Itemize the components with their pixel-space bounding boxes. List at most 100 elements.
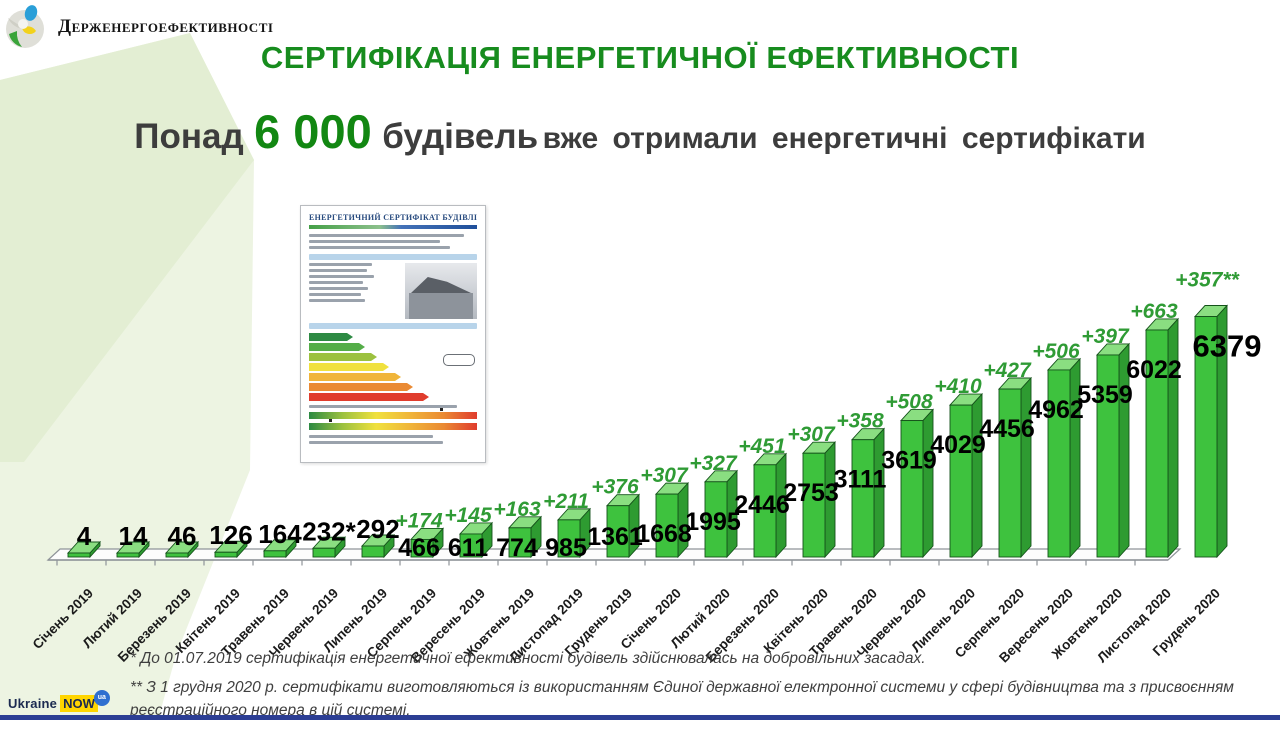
bar-Січень 2020	[654, 481, 690, 559]
bar-front-face	[606, 505, 630, 558]
bar-front-face	[410, 538, 434, 558]
certificate-gradient-rule	[309, 225, 477, 229]
certificate-data-table	[309, 263, 477, 319]
bar-delta-label: +163	[493, 498, 541, 521]
bar-front-face	[704, 481, 728, 558]
bar-front-face	[459, 533, 483, 558]
bar-delta-label: +427	[983, 359, 1032, 382]
bar-Квітень 2020	[801, 441, 837, 559]
bar-Червень 2019	[311, 536, 347, 559]
bar-Лютий 2019	[115, 540, 151, 559]
bar-front-face	[753, 464, 777, 558]
ua-circle-badge: ua	[93, 689, 110, 706]
footnotes: * До 01.07.2019 сертифікація енергетично…	[130, 648, 1250, 729]
bar-front-face	[1145, 329, 1169, 558]
bar-delta-label: +211	[543, 490, 589, 513]
bar-Жовтень 2019	[507, 515, 543, 559]
bar-value-label: 4	[77, 521, 92, 551]
bar-value-label: 4029	[930, 431, 986, 459]
certificate-scale-bar-2	[309, 419, 477, 430]
bar-value-label: 14	[119, 521, 148, 551]
bar-front-face	[557, 519, 581, 558]
agency-logo-icon	[6, 5, 44, 48]
bar-Грудень 2020	[1193, 304, 1229, 559]
bar-Жовтень 2020	[1095, 342, 1131, 559]
bar-delta-label: +376	[591, 476, 639, 499]
footnote-2: ** З 1 грудня 2020 р. сертифікати вигото…	[130, 679, 1234, 719]
bar-front-face	[900, 420, 924, 558]
bar-value-label: 774	[496, 534, 538, 562]
bar-Травень 2020	[850, 427, 886, 559]
bar-value-label: 3619	[881, 447, 937, 475]
bar-front-face	[655, 493, 679, 558]
subtitle: Понад 6 000 будівель вже отримали енерге…	[0, 104, 1280, 159]
bar-front-face	[165, 552, 189, 558]
page-title: СЕРТИФІКАЦІЯ ЕНЕРГЕТИЧНОЇ ЕФЕКТИВНОСТІ	[260, 40, 1020, 75]
bar-Серпень 2020	[997, 376, 1033, 559]
bar-Червень 2020	[899, 408, 935, 559]
bar-front-face	[361, 545, 385, 558]
bar-value-label: 4456	[979, 415, 1035, 443]
bar-delta-label: +506	[1032, 340, 1080, 363]
bar-Липень 2019	[360, 533, 396, 559]
bar-Липень 2020	[948, 392, 984, 559]
bar-value-label: 466	[398, 534, 440, 562]
bar-front-face	[214, 551, 238, 558]
bar-front-face	[802, 452, 826, 558]
bar-front-face	[312, 547, 336, 558]
bar-Вересень 2019	[458, 521, 494, 559]
agency-logo: Держенергоефективності	[6, 4, 273, 50]
bar-front-face	[1096, 354, 1120, 558]
bar-front-face	[949, 404, 973, 558]
bar-delta-label: +451	[738, 435, 785, 458]
bar-delta-label: +397	[1081, 325, 1130, 348]
agency-logo-text: Держенергоефективності	[58, 16, 274, 37]
certificate-class-indicator	[443, 354, 475, 366]
bar-front-face	[1194, 316, 1218, 558]
bottom-blue-bar	[0, 715, 1280, 720]
bar-front-face	[116, 552, 140, 558]
subtitle-highlight-number: 6 000	[254, 105, 372, 158]
bar-value-label: 1668	[636, 520, 692, 548]
footnote-1: * До 01.07.2019 сертифікація енергетично…	[130, 650, 926, 667]
certificate-scale-bar-1	[309, 408, 477, 419]
bar-Березень 2019	[164, 540, 200, 559]
bar-delta-label: +174	[395, 509, 443, 532]
bar-front-face	[67, 552, 91, 558]
bar-delta-label: +358	[836, 410, 884, 433]
bar-value-label: 4962	[1028, 396, 1084, 424]
bar-value-label: 126	[209, 520, 252, 550]
bar-value-label: 985	[545, 534, 587, 562]
subtitle-suffix: вже отримали енергетичні сертифікати	[542, 122, 1146, 155]
bar-value-label: 6022	[1126, 356, 1182, 384]
bar-delta-label: +663	[1130, 300, 1178, 323]
bar-value-label: 1995	[685, 508, 741, 536]
subtitle-middle: будівель	[382, 117, 539, 156]
bar-delta-label: +145	[444, 504, 492, 527]
ukraine-now-logo: Ukraine NOW ua	[8, 689, 110, 712]
bar-Травень 2019	[262, 538, 298, 559]
ukraine-now-badge: NOW	[60, 695, 98, 712]
bar-value-label: 232*	[302, 516, 356, 546]
bar-value-label: 3111	[834, 466, 887, 494]
bar-front-face	[998, 388, 1022, 558]
certificate-title: ЕНЕРГЕТИЧНИЙ СЕРТИФІКАТ БУДІВЛІ	[309, 213, 478, 222]
background-band-chevron	[0, 33, 254, 462]
bar-side-face	[1167, 317, 1179, 559]
bar-delta-label: +307	[640, 464, 689, 487]
certificate-building-photo	[405, 263, 477, 319]
bar-Листопад 2020	[1144, 317, 1180, 559]
bar-delta-label: +327	[689, 452, 738, 475]
bar-front-face	[851, 439, 875, 558]
bar-Лютий 2020	[703, 469, 739, 559]
bar-Березень 2020	[752, 452, 788, 559]
bar-delta-label: +307	[787, 423, 836, 446]
bar-Квітень 2019	[213, 540, 249, 559]
bar-value-label: 611	[448, 534, 488, 562]
bar-Серпень 2019	[409, 527, 445, 559]
bar-value-label: 292	[356, 514, 399, 544]
bar-front-face	[263, 550, 287, 558]
bar-value-label: 46	[168, 521, 197, 551]
ukraine-now-text: Ukraine	[8, 696, 58, 711]
